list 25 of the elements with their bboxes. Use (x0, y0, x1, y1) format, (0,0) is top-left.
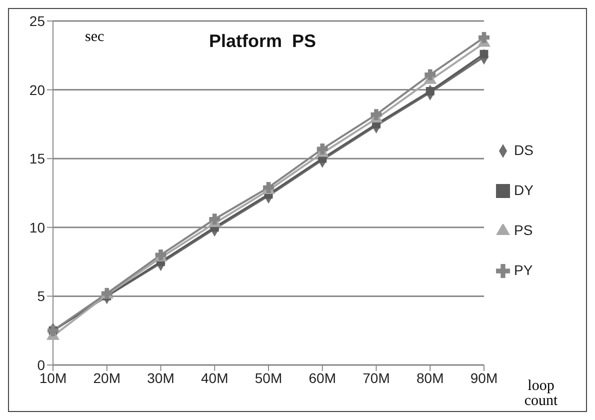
x-axis-title: loop count (523, 378, 559, 409)
point (424, 69, 436, 80)
y-axis-title: sec (85, 29, 104, 46)
point (480, 50, 488, 58)
legend-label: DY (514, 182, 534, 198)
x-tick-label: 40M (201, 370, 228, 386)
x-tick-label: 80M (416, 370, 444, 386)
legend-label: PY (514, 262, 533, 278)
point (209, 214, 220, 225)
y-tick-label: 20 (29, 82, 46, 98)
x-tick-label: 50M (254, 370, 282, 386)
point (316, 143, 328, 154)
legend-label: DS (514, 142, 534, 158)
x-tick-label: 30M (147, 370, 174, 386)
text: Platform PS (209, 31, 316, 52)
legend-label: PS (514, 222, 533, 238)
y-tick-label: 10 (29, 219, 46, 236)
x-tick-label: 90M (470, 370, 498, 386)
y-tick-label: 5 (37, 288, 46, 304)
y-tick-label: 25 (29, 12, 46, 29)
point (478, 32, 490, 43)
x-tick-label: 20M (93, 370, 120, 386)
x-tick-label: 60M (308, 370, 336, 386)
y-tick-label: 15 (29, 150, 46, 167)
x-tick-label: 70M (362, 370, 390, 386)
